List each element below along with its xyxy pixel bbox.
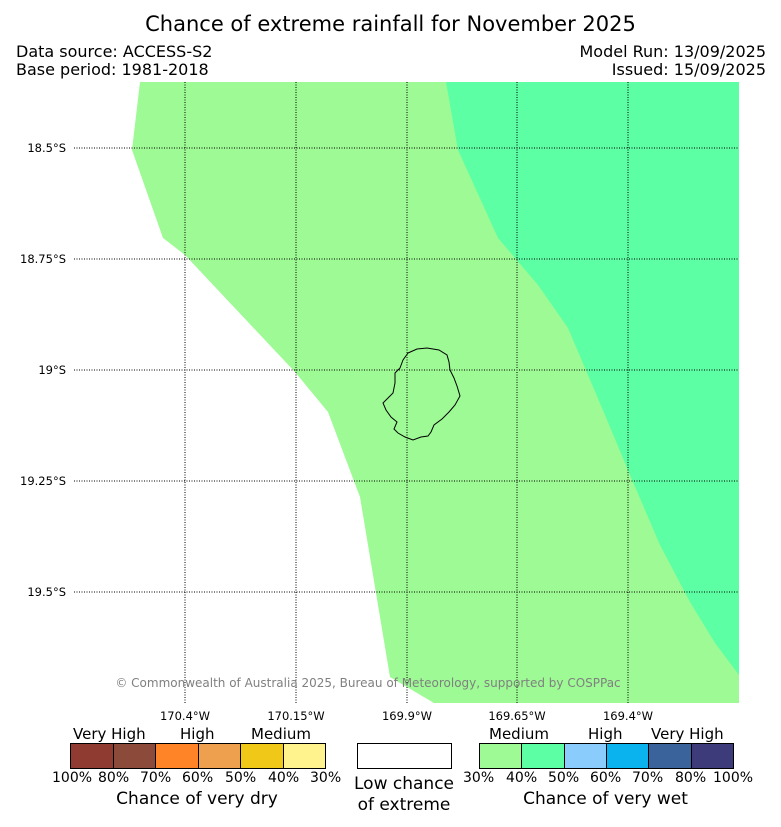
lon-label: 169.9°W [381, 709, 433, 723]
dry-pct-label: 70% [140, 770, 172, 786]
neutral-legend-subtitle: of extreme [357, 795, 451, 815]
wet-pct-label: 40% [506, 770, 538, 786]
dry-pct-label: 40% [268, 770, 300, 786]
neutral-legend-title: Low chance [354, 774, 454, 794]
neutral-swatch [358, 744, 451, 768]
lat-label: 19.25°S [20, 474, 66, 488]
wet-color-bar [479, 743, 734, 769]
neutral-color-box [357, 743, 452, 769]
region-medium-40-50 [446, 82, 739, 675]
dry-pct-label: 60% [182, 770, 214, 786]
dry-pct-label: 100% [52, 770, 93, 786]
dry-pct-label: 80% [98, 770, 130, 786]
header-right: Model Run: 13/09/2025 Issued: 15/09/2025 [580, 43, 767, 79]
lat-label: 19°S [38, 363, 66, 377]
dry-pct-label: 50% [225, 770, 257, 786]
dry-medium-label: Medium [251, 725, 311, 743]
dry-swatch [198, 744, 241, 768]
header-left: Data source: ACCESS-S2 Base period: 1981… [16, 43, 212, 79]
lon-label: 169.65°W [488, 709, 546, 723]
dry-swatch [71, 744, 114, 768]
lon-label: 169.4°W [602, 709, 654, 723]
lat-label: 19.5°S [27, 585, 66, 599]
dry-swatch [156, 744, 199, 768]
wet-pct-label: 30% [463, 770, 495, 786]
wet-pct-label: 70% [632, 770, 664, 786]
wet-swatch [691, 744, 733, 768]
lat-label: 18.5°S [27, 141, 66, 155]
dry-high-label: High [180, 725, 215, 743]
base-period-label: Base period: 1981-2018 [16, 60, 209, 79]
model-run-label: Model Run: 13/09/2025 [579, 42, 767, 61]
wet-pct-label: 60% [590, 770, 622, 786]
wet-swatch [522, 744, 565, 768]
wet-very-high-label: Very High [651, 725, 724, 743]
wet-swatch [649, 744, 692, 768]
wet-pct-label: 100% [713, 770, 754, 786]
dry-very-high-label: Very High [73, 725, 146, 743]
issued-label: Issued: 15/09/2025 [611, 60, 766, 79]
wet-high-label: High [588, 725, 623, 743]
chart-title: Chance of extreme rainfall for November … [145, 12, 636, 36]
lon-label: 170.4°W [159, 709, 211, 723]
dry-swatch [113, 744, 156, 768]
wet-pct-label: 80% [675, 770, 707, 786]
copyright-notice: © Commonwealth of Australia 2025, Bureau… [115, 676, 621, 690]
wet-medium-label: Medium [489, 725, 549, 743]
dry-swatch [283, 744, 325, 768]
graticule [74, 82, 739, 703]
wet-legend-title: Chance of very wet [523, 789, 688, 809]
dry-pct-label: 30% [310, 770, 342, 786]
lon-label: 170.15°W [267, 709, 325, 723]
dry-color-bar [70, 743, 326, 769]
dry-swatch [241, 744, 284, 768]
wet-swatch [480, 744, 523, 768]
wet-swatch [564, 744, 607, 768]
wet-pct-label: 50% [548, 770, 580, 786]
wet-swatch [606, 744, 650, 768]
dry-legend-title: Chance of very dry [116, 789, 278, 809]
lat-label: 18.75°S [20, 252, 66, 266]
data-source-label: Data source: ACCESS-S2 [16, 42, 213, 61]
island-outline [382, 347, 461, 441]
